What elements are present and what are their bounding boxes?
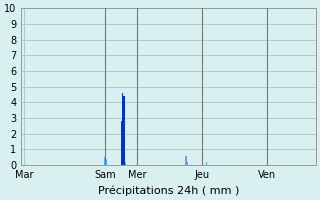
Bar xyxy=(267,159,268,165)
Bar xyxy=(206,162,207,165)
Bar xyxy=(186,156,187,165)
X-axis label: Précipitations 24h ( mm ): Précipitations 24h ( mm ) xyxy=(98,185,239,196)
Bar xyxy=(187,162,188,165)
Bar xyxy=(121,121,122,165)
Bar xyxy=(122,93,123,165)
Bar xyxy=(104,157,106,165)
Bar xyxy=(125,162,126,165)
Bar xyxy=(106,159,107,165)
Bar xyxy=(123,96,125,165)
